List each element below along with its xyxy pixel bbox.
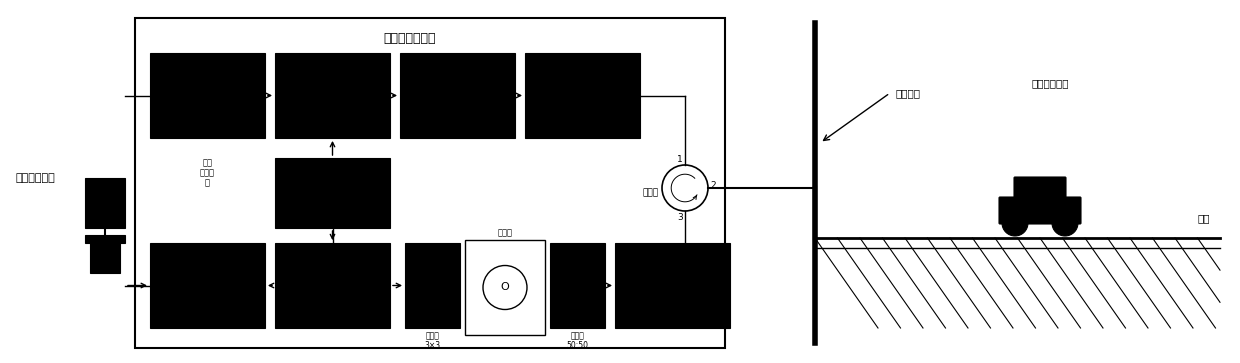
Text: 1: 1	[677, 155, 683, 163]
Text: 耦合器
50:50: 耦合器 50:50	[567, 331, 589, 350]
Text: 路面: 路面	[1198, 213, 1210, 223]
FancyBboxPatch shape	[135, 18, 725, 348]
Text: 探测光缆: 探测光缆	[895, 88, 920, 98]
FancyBboxPatch shape	[405, 243, 460, 328]
Text: 环形器: 环形器	[642, 188, 658, 197]
FancyBboxPatch shape	[275, 158, 391, 228]
FancyBboxPatch shape	[86, 178, 125, 228]
FancyBboxPatch shape	[465, 240, 546, 335]
Text: 路面行驶车辆: 路面行驶车辆	[1032, 78, 1069, 88]
FancyBboxPatch shape	[91, 243, 120, 273]
FancyBboxPatch shape	[999, 197, 1081, 224]
FancyBboxPatch shape	[275, 53, 391, 138]
FancyBboxPatch shape	[401, 53, 515, 138]
Text: 脉冲
触发脉
冲: 脉冲 触发脉 冲	[200, 158, 215, 188]
Text: 光信号解调设备: 光信号解调设备	[383, 32, 436, 45]
Circle shape	[1002, 210, 1028, 236]
FancyBboxPatch shape	[551, 243, 605, 328]
Text: 信号处理主机: 信号处理主机	[15, 173, 55, 183]
FancyBboxPatch shape	[150, 53, 265, 138]
FancyBboxPatch shape	[86, 235, 125, 243]
FancyBboxPatch shape	[1014, 177, 1066, 199]
FancyBboxPatch shape	[525, 53, 640, 138]
Circle shape	[1052, 210, 1078, 236]
Text: 干涉仪: 干涉仪	[497, 228, 512, 237]
Text: 2: 2	[711, 180, 715, 189]
FancyBboxPatch shape	[275, 243, 391, 328]
Text: O: O	[501, 282, 510, 293]
FancyBboxPatch shape	[150, 243, 265, 328]
Text: 3: 3	[677, 213, 683, 222]
FancyBboxPatch shape	[615, 243, 730, 328]
Text: 耦合器
3×3: 耦合器 3×3	[424, 331, 440, 350]
